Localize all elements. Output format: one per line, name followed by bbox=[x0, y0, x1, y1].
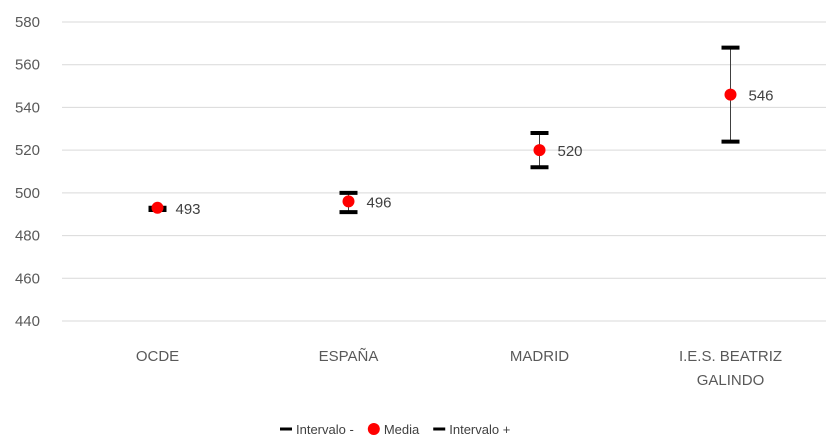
error-bars bbox=[149, 48, 740, 212]
y-tick-label: 520 bbox=[15, 142, 40, 159]
data-label: 493 bbox=[176, 201, 201, 218]
media-point bbox=[152, 202, 164, 214]
y-axis-ticks: 440 460 480 500 520 540 560 580 bbox=[15, 14, 40, 330]
x-category-label: GALINDO bbox=[697, 372, 765, 389]
y-tick-label: 560 bbox=[15, 57, 40, 74]
x-category-label: MADRID bbox=[510, 348, 569, 365]
data-label: 520 bbox=[558, 143, 583, 160]
y-tick-label: 580 bbox=[15, 14, 40, 31]
media-point bbox=[725, 89, 737, 101]
legend-label: Intervalo - bbox=[296, 422, 354, 437]
data-label: 496 bbox=[367, 194, 392, 211]
gridlines bbox=[62, 22, 826, 321]
legend: Intervalo - Media Intervalo + bbox=[280, 422, 510, 437]
legend-label: Media bbox=[384, 422, 420, 437]
y-tick-label: 440 bbox=[15, 313, 40, 330]
y-tick-label: 480 bbox=[15, 228, 40, 245]
legend-label: Intervalo + bbox=[449, 422, 510, 437]
x-category-label: ESPAÑA bbox=[319, 348, 379, 365]
legend-media-marker bbox=[368, 423, 380, 435]
y-tick-label: 500 bbox=[15, 185, 40, 202]
y-tick-label: 460 bbox=[15, 270, 40, 287]
media-point bbox=[534, 144, 546, 156]
data-label: 546 bbox=[749, 88, 774, 105]
x-category-label: OCDE bbox=[136, 348, 179, 365]
y-tick-label: 540 bbox=[15, 99, 40, 116]
media-point bbox=[343, 195, 355, 207]
x-category-label: I.E.S. BEATRIZ bbox=[679, 348, 782, 365]
x-axis-categories: OCDE ESPAÑA MADRID I.E.S. BEATRIZ GALINDO bbox=[136, 348, 782, 389]
